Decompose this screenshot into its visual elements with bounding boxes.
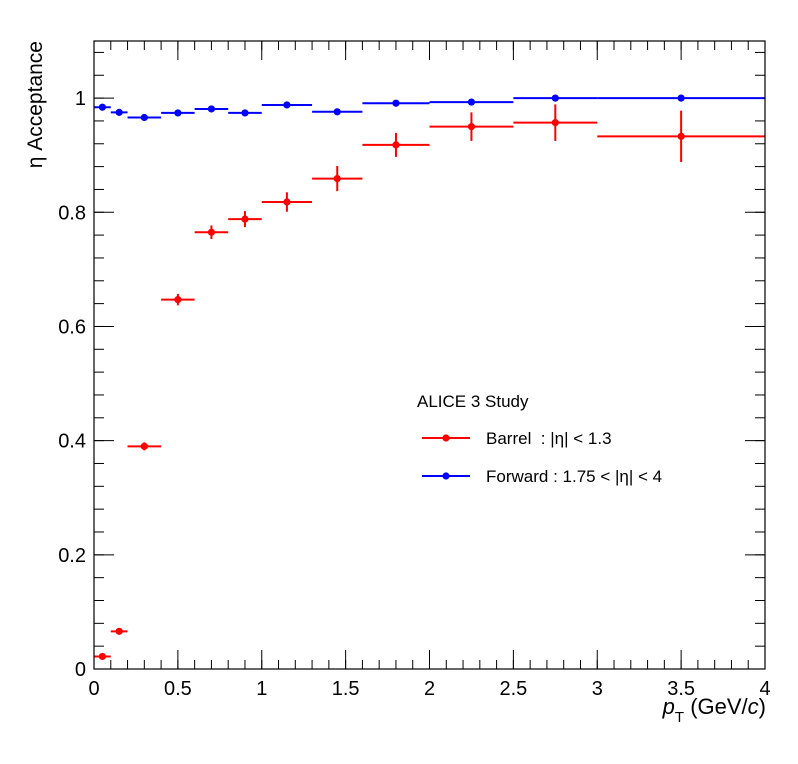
- x-axis-label-unit-italic: c: [748, 694, 759, 719]
- data-point: [392, 141, 400, 149]
- y-tick-label: 1: [75, 88, 86, 110]
- legend: ALICE 3 Study Barrel : |η| < 1.3 Forward…: [417, 392, 662, 486]
- x-tick-label: 3.5: [667, 678, 695, 700]
- data-point: [551, 119, 559, 127]
- x-axis-label-var: p: [662, 694, 675, 719]
- data-point: [677, 132, 685, 140]
- legend-label-forward: Forward : 1.75 < |η| < 4: [486, 467, 662, 486]
- y-tick-label: 0.8: [58, 202, 86, 224]
- y-tick-label: 0.4: [58, 431, 86, 453]
- data-point: [140, 113, 148, 122]
- data-point: [207, 105, 216, 113]
- data-point: [98, 103, 106, 111]
- data-point: [115, 627, 123, 635]
- data-point: [467, 123, 476, 131]
- y-axis-label: η Acceptance: [24, 41, 47, 168]
- plot-series: [94, 94, 765, 661]
- y-tick-label: 0.6: [58, 316, 86, 338]
- data-point: [677, 94, 685, 102]
- legend-marker-forward: [442, 472, 450, 480]
- y-axis: 0 0.2 0.4 0.6 0.8 1: [58, 88, 765, 681]
- data-point: [241, 215, 249, 223]
- x-tick-label: 0: [88, 678, 99, 700]
- x-tick-label: 1.5: [332, 678, 360, 700]
- legend-header: ALICE 3 Study: [417, 392, 529, 411]
- axis-minor-ticks: [93, 41, 766, 670]
- y-tick-label: 0: [75, 659, 86, 681]
- x-axis-label-unit-close: ): [759, 694, 766, 719]
- data-point: [115, 108, 123, 116]
- data-point: [333, 108, 341, 116]
- data-point: [283, 198, 291, 206]
- x-axis-label-sub: T: [675, 709, 684, 726]
- x-tick-label: 0.5: [164, 678, 192, 700]
- legend-entry-forward: Forward : 1.75 < |η| < 4: [422, 467, 662, 486]
- data-point: [283, 101, 291, 109]
- data-point: [241, 109, 249, 117]
- data-point: [207, 228, 216, 236]
- plot-frame: [93, 40, 766, 670]
- data-point: [467, 98, 476, 106]
- x-tick-label: 3: [592, 678, 603, 700]
- data-point: [551, 94, 559, 102]
- x-axis-label-unit-open: (GeV/: [684, 694, 748, 719]
- x-axis-label: pT (GeV/c): [662, 694, 766, 726]
- y-tick-label: 0.2: [58, 545, 86, 567]
- x-axis: 0 0.5 1 1.5 2 2.5 3 3.5 4: [88, 41, 771, 700]
- x-tick-label: 4: [759, 678, 770, 700]
- data-point: [333, 174, 341, 183]
- x-tick-label: 1: [256, 678, 267, 700]
- data-point: [392, 99, 400, 107]
- x-tick-label: 2.5: [499, 678, 527, 700]
- legend-marker-barrel: [442, 434, 450, 442]
- legend-entry-barrel: Barrel : |η| < 1.3: [422, 429, 612, 448]
- data-point: [140, 442, 148, 450]
- data-point: [174, 109, 182, 117]
- x-tick-label: 2: [424, 678, 435, 700]
- series-0: [94, 104, 765, 661]
- legend-label-barrel: Barrel : |η| < 1.3: [486, 429, 612, 448]
- data-point: [98, 652, 106, 661]
- series-1: [94, 94, 765, 122]
- data-point: [174, 296, 182, 304]
